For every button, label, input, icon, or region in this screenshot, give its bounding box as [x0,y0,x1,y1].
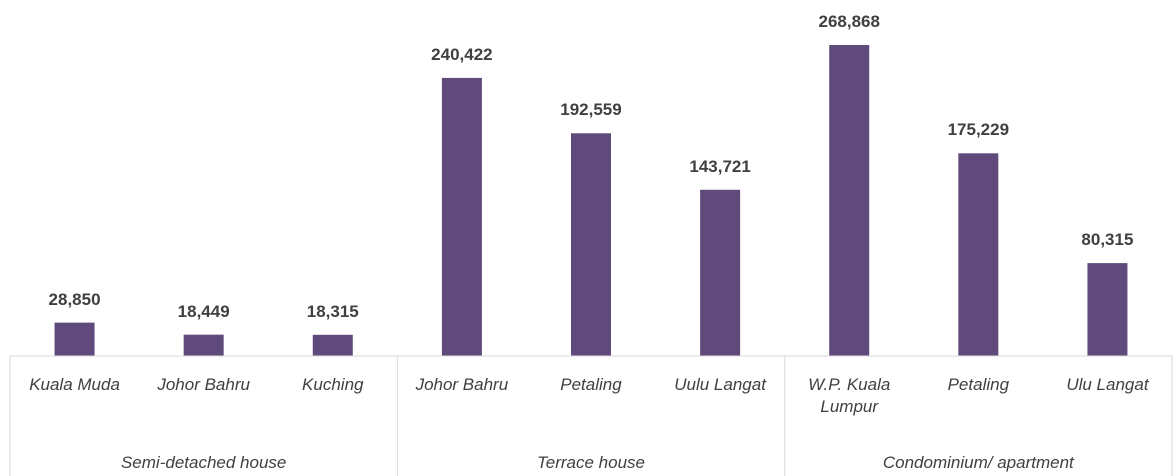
bar [958,153,999,356]
value-label: 240,422 [431,44,493,64]
x-tick-label: Petaling [947,375,1010,394]
bar [829,45,870,357]
x-tick-label: Kuching [302,375,364,394]
bar [1087,263,1128,356]
value-label: 18,315 [306,301,359,321]
x-tick-label: Ulu Langat [1066,375,1149,394]
x-tick-label: Johor Bahru [157,375,250,394]
x-tick-label: W.P. Kuala Lumpur [808,375,891,416]
group-label: Condominium/ apartment [882,453,1074,472]
value-label: 80,315 [1081,230,1134,250]
x-tick-label: Johor Bahru [415,375,509,394]
group-label: Semi-detached house [120,453,287,472]
value-label: 18,449 [177,301,230,321]
value-label: 268,868 [818,12,880,31]
bar [183,334,224,356]
bar [571,133,611,356]
x-tick-label: Kuala Muda [29,375,120,394]
x-tick-label: Petaling [560,375,622,394]
bar [700,189,741,356]
value-label: 192,559 [560,100,622,120]
x-tick-label: Uulu Langat [674,375,766,394]
bar [54,322,95,356]
value-label: 28,850 [48,289,101,309]
bar [441,77,482,356]
value-label: 143,721 [689,156,751,176]
group-label: Terrace house [536,453,646,472]
value-label: 175,229 [947,120,1010,140]
bar [312,334,353,356]
